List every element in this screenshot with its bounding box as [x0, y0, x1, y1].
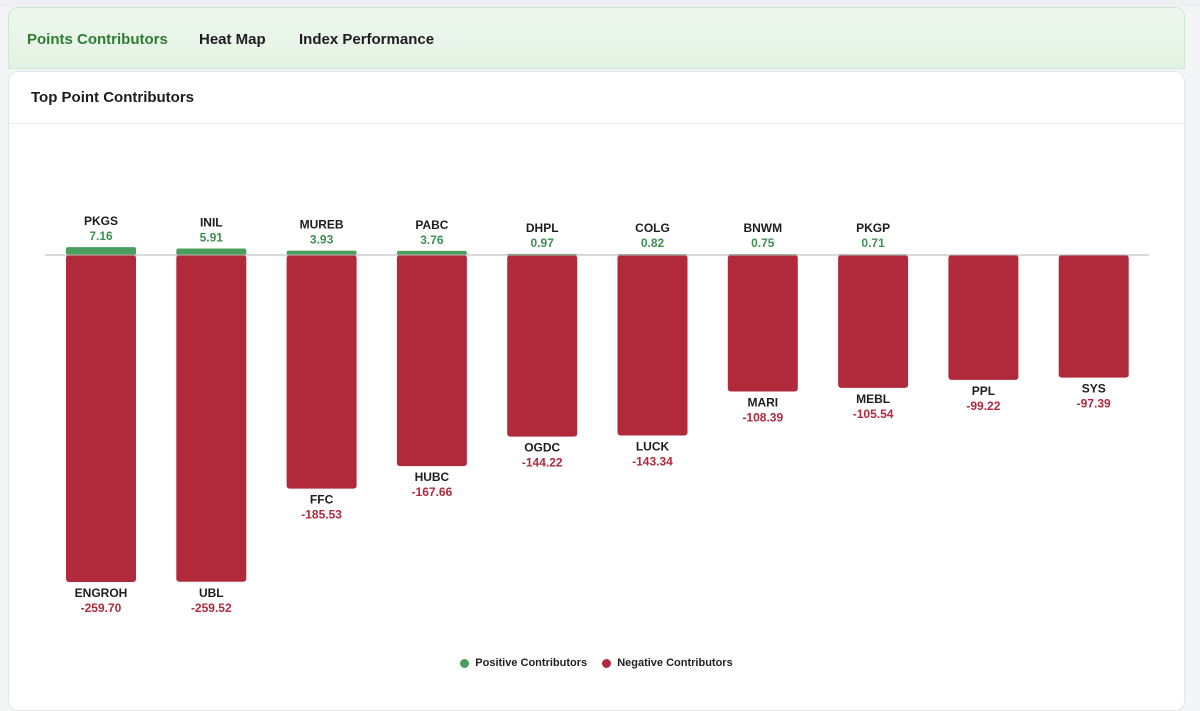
negative-bar-value-mari: -108.39 [742, 410, 783, 424]
positive-bar-value-bnwm: 0.75 [751, 236, 775, 250]
negative-bar-ogdc[interactable] [507, 255, 578, 437]
tab-points-contributors[interactable]: Points Contributors [27, 31, 168, 48]
positive-bar-pabc[interactable] [396, 250, 467, 255]
negative-bar-label-hubc: HUBC [415, 470, 450, 484]
negative-bar-label-sys: SYS [1082, 382, 1106, 396]
negative-bar-value-mebl: -105.54 [853, 407, 894, 421]
positive-bar-inil[interactable] [176, 248, 247, 255]
positive-dot-icon [460, 658, 470, 668]
top-point-contributors-card: Top Point Contributors ENGROH -259.70 PKGS… [8, 71, 1185, 711]
positive-bar-label-pkgp: PKGP [856, 221, 890, 235]
legend-item-negative[interactable]: Negative Contributors [602, 657, 733, 669]
legend-item-positive[interactable]: Positive Contributors [460, 657, 587, 669]
negative-bar-label-luck: LUCK [636, 439, 670, 453]
negative-bar-ppl[interactable] [948, 255, 1019, 380]
positive-bar-label-pkgs: PKGS [84, 214, 118, 228]
negative-bar-mebl[interactable] [838, 255, 909, 388]
negative-bar-value-ubl: -259.52 [191, 601, 232, 615]
positive-bar-value-colg: 0.82 [641, 236, 665, 250]
positive-bar-value-dhpl: 0.97 [531, 236, 555, 250]
negative-bar-label-ubl: UBL [199, 586, 224, 600]
card-divider [9, 123, 1184, 124]
negative-bar-sys[interactable] [1058, 255, 1129, 378]
negative-bar-mari[interactable] [727, 255, 798, 392]
negative-bar-value-ffc: -185.53 [301, 508, 342, 522]
negative-bar-engroh[interactable] [66, 255, 136, 582]
negative-bar-label-engroh: ENGROH [75, 586, 128, 600]
negative-bar-luck[interactable] [617, 255, 688, 436]
positive-bar-value-pabc: 3.76 [420, 233, 444, 247]
tab-index-performance[interactable]: Index Performance [299, 31, 435, 48]
negative-bar-ubl[interactable] [176, 255, 247, 582]
negative-bar-value-sys: -97.39 [1077, 397, 1111, 411]
negative-bar-label-mari: MARI [747, 395, 778, 409]
chart-legend: Positive Contributors Negative Contribut… [9, 657, 1184, 671]
negative-dot-icon [602, 658, 612, 668]
negative-bar-value-hubc: -167.66 [412, 485, 453, 499]
negative-bar-label-ppl: PPL [972, 384, 995, 398]
negative-bar-hubc[interactable] [396, 255, 467, 467]
positive-bar-value-pkgp: 0.71 [861, 236, 885, 250]
negative-bar-value-engroh: -259.70 [81, 601, 122, 615]
positive-bar-value-pkgs: 7.16 [89, 229, 113, 243]
tab-bar: Points Contributors Heat Map Index Perfo… [8, 7, 1185, 69]
positive-bar-value-mureb: 3.93 [310, 233, 334, 247]
positive-bar-mureb[interactable] [286, 250, 357, 255]
positive-bar-pkgs[interactable] [66, 247, 136, 255]
card-title: Top Point Contributors [31, 89, 195, 106]
negative-bar-label-ogdc: OGDC [524, 441, 560, 455]
negative-bar-value-luck: -143.34 [632, 454, 673, 468]
negative-bar-label-mebl: MEBL [856, 392, 890, 406]
window-top-strip [0, 0, 1200, 7]
positive-bar-label-pabc: PABC [415, 218, 448, 232]
positive-bar-label-colg: COLG [635, 221, 670, 235]
legend-positive-label: Positive Contributors [475, 657, 588, 669]
negative-bar-value-ogdc: -144.22 [522, 456, 563, 470]
positive-bar-label-bnwm: BNWM [743, 221, 782, 235]
negative-bar-label-ffc: FFC [310, 493, 334, 507]
positive-bar-label-inil: INIL [200, 215, 223, 229]
negative-bar-ffc[interactable] [286, 255, 357, 489]
positive-bar-value-inil: 5.91 [200, 230, 224, 244]
negative-bar-value-ppl: -99.22 [966, 399, 1000, 413]
positive-bar-label-mureb: MUREB [300, 218, 344, 232]
positive-bar-label-dhpl: DHPL [526, 221, 559, 235]
tab-heat-map[interactable]: Heat Map [199, 31, 266, 48]
legend-negative-label: Negative Contributors [617, 657, 733, 669]
